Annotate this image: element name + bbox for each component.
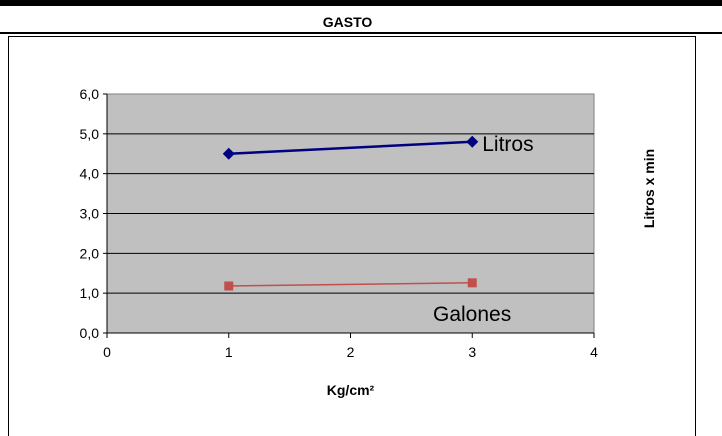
chart-frame <box>8 36 696 436</box>
series-label-litros: Litros <box>482 133 533 156</box>
title-rule <box>0 32 722 34</box>
series-line-litros <box>228 140 473 155</box>
data-point-galones <box>224 281 234 291</box>
chart: 0,0 1,0 2,0 3,0 4,0 5,0 6,0 0 1 2 3 4 Litros Galones… <box>80 86 657 398</box>
y-tick-label: 3,0 <box>80 206 100 222</box>
chart-title: GASTO <box>322 14 373 30</box>
y-tick-label: 2,0 <box>80 245 100 261</box>
top-rule <box>0 0 722 6</box>
y-tick-label: 1,0 <box>80 285 100 301</box>
series-line-galones <box>228 282 473 287</box>
data-point-litros <box>466 135 479 148</box>
x-tick-label: 1 <box>225 344 233 360</box>
series-label-galones: Galones <box>433 303 511 326</box>
x-axis-title: Kg/cm² <box>327 382 375 398</box>
x-tick-label: 4 <box>590 344 598 360</box>
x-tick-label: 2 <box>347 344 355 360</box>
y-tick-label: 6,0 <box>80 86 100 102</box>
data-point-litros <box>222 147 235 160</box>
y-axis-title: Litros x min <box>641 149 657 228</box>
data-point-galones <box>467 278 477 288</box>
y-tick-label: 5,0 <box>80 126 100 142</box>
y-tick-label: 0,0 <box>80 325 100 341</box>
x-tick-label: 0 <box>103 344 111 360</box>
x-tick-label: 3 <box>468 344 476 360</box>
y-tick-label: 4,0 <box>80 166 100 182</box>
